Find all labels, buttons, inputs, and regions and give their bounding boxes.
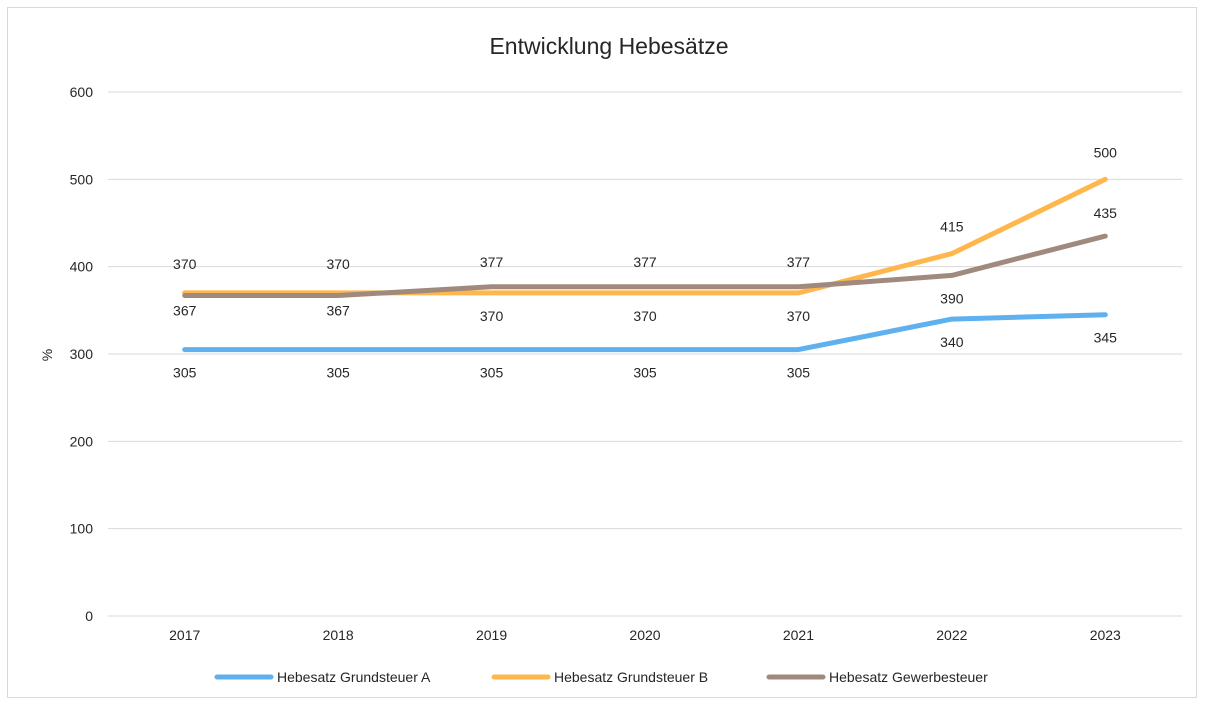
y-tick-label: 300 <box>70 346 94 362</box>
data-label: 305 <box>326 365 350 381</box>
x-tick-label: 2022 <box>936 627 967 643</box>
x-tick-label: 2017 <box>169 627 200 643</box>
x-tick-label: 2018 <box>323 627 354 643</box>
data-label: 305 <box>480 365 504 381</box>
x-tick-label: 2020 <box>629 627 660 643</box>
x-tick-label: 2021 <box>783 627 814 643</box>
y-tick-label: 600 <box>70 84 94 100</box>
data-label: 500 <box>1094 144 1118 160</box>
legend: Hebesatz Grundsteuer A Hebesatz Grundsteu… <box>217 669 988 685</box>
data-label: 415 <box>940 219 964 235</box>
y-tick-label: 100 <box>70 521 94 537</box>
legend-label-2: Hebesatz Grundsteuer B <box>554 669 708 685</box>
y-axis-label: % <box>39 349 55 361</box>
data-label: 370 <box>480 308 504 324</box>
chart-title: Entwicklung Hebesätze <box>489 33 728 59</box>
y-tick-label: 500 <box>70 171 94 187</box>
data-label: 370 <box>173 256 197 272</box>
legend-label-1: Hebesatz Grundsteuer A <box>277 669 431 685</box>
series-line-2 <box>185 179 1106 293</box>
x-tick-label: 2023 <box>1090 627 1121 643</box>
y-tick-label: 400 <box>70 259 94 275</box>
data-label: 305 <box>173 365 197 381</box>
data-label: 377 <box>633 254 657 270</box>
y-tick-label: 200 <box>70 433 94 449</box>
data-label: 377 <box>480 254 504 270</box>
x-tick-label: 2019 <box>476 627 507 643</box>
data-label: 367 <box>173 302 197 318</box>
data-label: 345 <box>1094 330 1118 346</box>
data-label: 367 <box>326 302 350 318</box>
y-axis-ticks: 0 100 200 300 400 500 600 <box>70 84 94 624</box>
data-label: 390 <box>940 290 964 306</box>
legend-label-3: Hebesatz Gewerbesteuer <box>829 669 988 685</box>
data-label: 370 <box>633 308 657 324</box>
y-tick-label: 0 <box>85 608 93 624</box>
data-label: 370 <box>326 256 350 272</box>
x-axis-ticks: 2017 2018 2019 2020 2021 2022 2023 <box>169 627 1121 643</box>
data-label: 370 <box>787 308 811 324</box>
data-label: 305 <box>633 365 657 381</box>
data-label: 305 <box>787 365 811 381</box>
data-label: 435 <box>1094 205 1118 221</box>
gridlines <box>108 92 1182 616</box>
data-label: 377 <box>787 254 811 270</box>
data-label: 340 <box>940 334 964 350</box>
